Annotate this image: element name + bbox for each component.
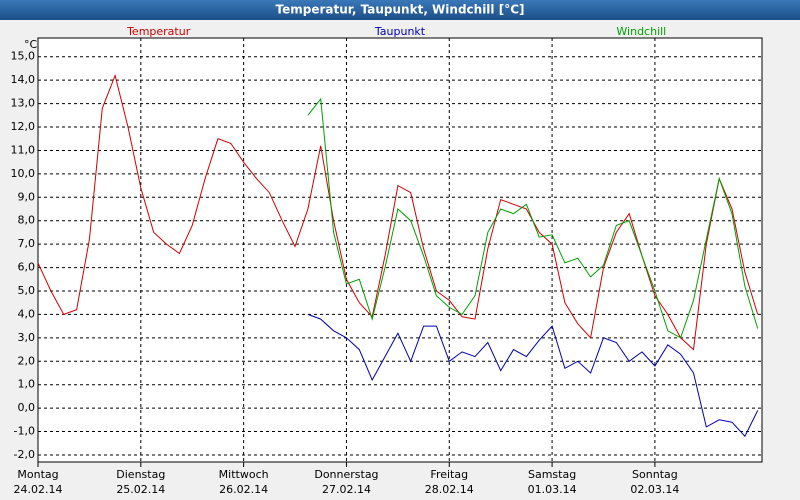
y-tick-label: 1,0 — [18, 378, 36, 391]
y-tick-label: 3,0 — [18, 331, 36, 344]
y-tick-label: 6,0 — [18, 261, 36, 274]
y-tick-label: 9,0 — [18, 190, 36, 203]
series-line — [307, 97, 759, 339]
x-tick-date: 27.02.14 — [322, 483, 371, 496]
title-bar — [0, 0, 800, 20]
y-tick-label: 11,0 — [11, 143, 36, 156]
x-tick-label: Sonntag — [632, 468, 678, 481]
y-tick-label: 4,0 — [18, 307, 36, 320]
y-unit: °C — [24, 38, 38, 51]
plot-area — [37, 37, 763, 463]
y-tick-label: 2,0 — [18, 354, 36, 367]
y-tick-label: 7,0 — [18, 237, 36, 250]
series-line — [307, 313, 759, 438]
x-tick-date: 28.02.14 — [425, 483, 474, 496]
x-tick-label: Donnerstag — [314, 468, 378, 481]
y-tick-label: 13,0 — [11, 97, 36, 110]
series-line — [37, 73, 759, 351]
x-tick-label: Samstag — [528, 468, 576, 481]
legend-entry: Windchill — [616, 25, 666, 38]
y-tick-label: 14,0 — [11, 73, 36, 86]
legend-entry: Temperatur — [126, 25, 191, 38]
x-tick-label: Mittwoch — [219, 468, 269, 481]
x-tick-date: 01.03.14 — [528, 483, 577, 496]
y-tick-label: 12,0 — [11, 120, 36, 133]
y-tick-label: 0,0 — [18, 401, 36, 414]
y-tick-label: 8,0 — [18, 214, 36, 227]
x-tick-date: 25.02.14 — [116, 483, 165, 496]
legend-entry: Taupunkt — [374, 25, 426, 38]
y-tick-label: 15,0 — [11, 50, 36, 63]
y-tick-label: 5,0 — [18, 284, 36, 297]
y-tick-label: 10,0 — [11, 167, 36, 180]
x-tick-label: Freitag — [430, 468, 468, 481]
y-tick-label: -2,0 — [14, 448, 35, 461]
chart-title: Temperatur, Taupunkt, Windchill [°C] — [276, 3, 525, 17]
x-tick-label: Montag — [17, 468, 58, 481]
x-tick-date: 26.02.14 — [219, 483, 268, 496]
y-tick-label: -1,0 — [14, 425, 35, 438]
x-tick-date: 24.02.14 — [14, 483, 63, 496]
x-tick-date: 02.03.14 — [630, 483, 679, 496]
x-tick-label: Dienstag — [116, 468, 165, 481]
